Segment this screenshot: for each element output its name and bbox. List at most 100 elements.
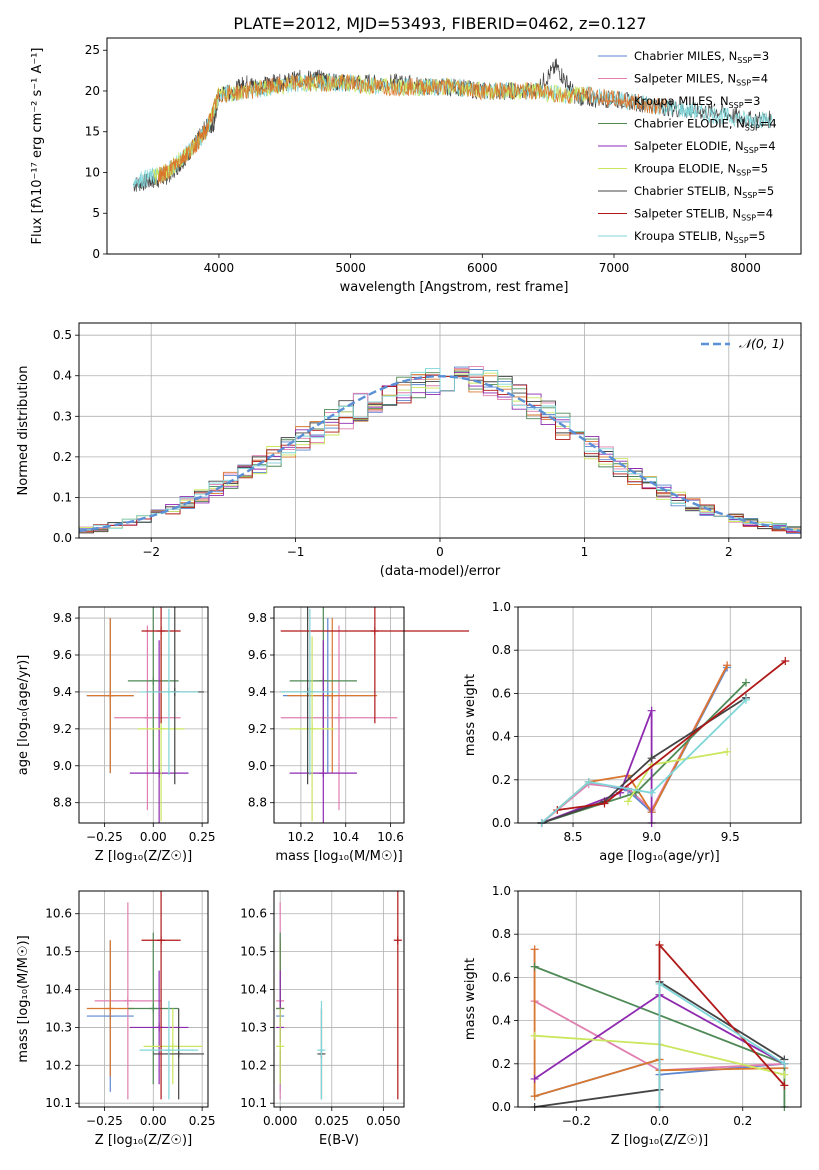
data-point [155,769,164,778]
data-point [174,1049,183,1058]
y-tick-label: 0.5 [53,328,72,342]
data-point [123,996,132,1005]
y-tick-label: 10.1 [240,1096,267,1110]
data-point [157,936,166,945]
weight-line [557,660,786,811]
data-point [723,661,732,670]
legend-entry: Salpeter MILES, NSSP=4 [634,72,768,88]
data-point [723,747,732,756]
x-tick-label: 0.00 [140,1114,167,1128]
data-point [530,962,539,971]
y-tick-label: 10.5 [240,945,267,959]
y-axis-label: Normed distribution [16,366,31,496]
y-tick-label: 9.6 [248,648,267,662]
x-axis-label: mass [log₁₀(M/M☉)] [275,849,402,864]
y-tick-label: 10.2 [45,1058,72,1072]
age_vs_mass-panel: 10.2 10.4 10.6 8.8 9.0 9.2 9.4 9.6 9.8 mass [log₁… [248,606,469,864]
x-tick-label: 4000 [204,261,235,275]
y-tick-label: 25 [85,43,100,57]
y-tick-label: 9.4 [53,685,72,699]
age_vs_Z-grid [79,607,208,823]
y-tick-label: 0 [92,247,100,261]
x-tick-label: 6000 [467,261,498,275]
y-tick-label: 0.6 [492,686,511,700]
x-tick-label: 0.050 [366,1114,400,1128]
y-tick-label: 1.0 [492,884,511,898]
y-tick-label: 8.8 [248,796,267,810]
data-point [370,627,379,635]
age_vs_Z-panel: −0.25 0.00 0.25 8.8 9.0 9.2 9.4 9.6 9.8 Z [log₁₀(… [16,606,215,864]
y-tick-label: 0.4 [492,730,511,744]
y-tick-label: 9.8 [53,611,72,625]
mass_vs_Z-panel: −0.25 0.00 0.25 10.1 10.2 10.3 10.4 10.5 10.6 Z [… [16,890,216,1148]
x-tick-label: 10.2 [288,830,315,844]
mass_vs_ebv-panel: 0.000 0.025 0.050 10.1 10.2 10.3 10.4 10.5 10.6 E… [240,890,405,1148]
y-tick-label: 0.4 [53,369,72,383]
y-tick-label: 5 [92,206,100,220]
data-point [168,1042,177,1051]
spectrum-panel: 4000 5000 6000 7000 8000 0 5 10 15 20 25 wavelength… [30,37,802,295]
x-tick-label: 0.0 [650,1114,669,1128]
x-axis-label: Z [log₁₀(Z/Z☉)] [95,1133,192,1148]
x-axis-label: wavelength [Angstrom, rest frame] [340,280,569,295]
data-point [655,979,664,988]
chart-panels: 4000 5000 6000 7000 80000510152025wavelength… [16,37,802,1148]
legend-entry: Salpeter STELIB, NSSP=4 [634,207,773,223]
legend-entry: Chabrier STELIB, NSSP=5 [634,184,774,200]
data-point [157,724,166,733]
weight_vs_age-grid [518,606,801,824]
data-point [647,706,656,715]
residuals-frame [78,322,802,539]
data-point [530,1092,539,1101]
y-tick-label: 0.3 [53,409,72,423]
weight-line [658,942,786,1107]
x-tick-label: 7000 [599,261,630,275]
y-tick-label: 0.0 [53,531,72,545]
x-tick-label: 10.4 [332,830,359,844]
y-tick-label: 9.4 [248,685,267,699]
data-point [106,1004,115,1013]
data-point [155,1023,164,1032]
data-point [741,678,750,687]
data-point [317,1046,326,1055]
x-tick-label: 0.25 [189,1114,216,1128]
legend-entry: Chabrier ELODIE, NSSP=4 [634,117,777,133]
data-point [393,936,402,945]
data-point [600,799,609,808]
data-point [647,788,656,797]
y-tick-label: 0.8 [492,927,511,941]
y-tick-label: 1.0 [492,600,511,614]
y-tick-label: 0.1 [53,490,72,504]
y-tick-label: 0.8 [492,643,511,657]
x-tick-label: 0 [436,545,444,559]
data-point [335,713,343,722]
data-point [530,945,539,954]
legend-entry: Chabrier MILES, NSSP=3 [634,49,769,65]
x-tick-label: −0.25 [86,1114,123,1128]
data-point [781,657,790,665]
y-tick-label: 10.2 [240,1058,267,1072]
y-tick-label: 0.4 [492,1014,511,1028]
age_vs_mass-frame [273,606,405,824]
weight_vs_Z-frame [517,890,802,1108]
y-tick-label: 0.2 [53,450,72,464]
x-tick-label: 2 [725,545,733,559]
y-tick-label: 10.3 [45,1020,72,1034]
spectrum-frame [106,37,802,255]
x-tick-label: 8000 [730,261,761,275]
y-tick-label: 10.4 [45,983,72,997]
data-point [741,695,750,704]
x-tick-label: 9.0 [642,830,661,844]
data-point [149,676,158,685]
data-point [780,1081,789,1090]
y-axis-label: mass weight [463,958,478,1040]
x-tick-label: 8.5 [563,830,582,844]
y-tick-label: 9.2 [53,722,72,736]
data-point [584,777,593,786]
y-tick-label: 10.4 [240,983,267,997]
x-axis-label: Z [log₁₀(Z/Z☉)] [611,1133,708,1148]
y-tick-label: 8.8 [53,796,72,810]
spectrum-legend: Chabrier MILES, NSSP=3 Salpeter MILES, NS… [598,49,777,245]
data-point [164,687,173,696]
